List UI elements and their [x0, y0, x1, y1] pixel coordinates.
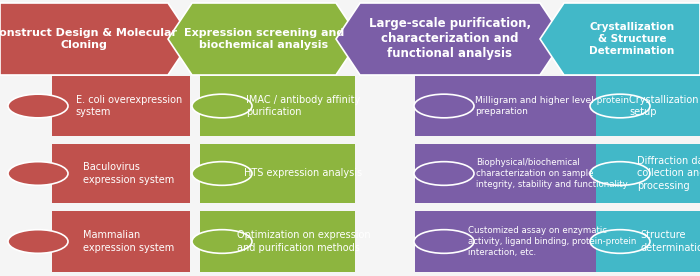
Text: Baculovirus
expression system: Baculovirus expression system — [83, 162, 174, 185]
FancyBboxPatch shape — [200, 76, 355, 136]
Text: Crystallization trial
setup: Crystallization trial setup — [629, 95, 700, 117]
Text: Diffraction data
collection and
processing: Diffraction data collection and processi… — [637, 156, 700, 191]
Ellipse shape — [8, 162, 68, 185]
PathPatch shape — [168, 3, 360, 75]
Text: Customized assay on enzymatic
activity, ligand binding, protein-protein
interact: Customized assay on enzymatic activity, … — [468, 226, 636, 257]
Ellipse shape — [192, 162, 252, 185]
Text: Expression screening and
biochemical analysis: Expression screening and biochemical ana… — [184, 28, 344, 50]
PathPatch shape — [336, 3, 564, 75]
FancyBboxPatch shape — [415, 76, 630, 136]
Text: Optimization on expression
and purification methods: Optimization on expression and purificat… — [237, 230, 370, 253]
Text: Large-scale purification,
characterization and
functional analysis: Large-scale purification, characterizati… — [369, 17, 531, 60]
FancyBboxPatch shape — [200, 211, 355, 272]
Text: Structure
determination: Structure determination — [640, 230, 700, 253]
FancyBboxPatch shape — [52, 144, 190, 203]
Text: Construct Design & Molecular
Cloning: Construct Design & Molecular Cloning — [0, 28, 177, 50]
FancyBboxPatch shape — [52, 211, 190, 272]
Ellipse shape — [8, 94, 68, 118]
Text: Biophysical/biochemical
characterization on sample
integrity, stability and func: Biophysical/biochemical characterization… — [476, 158, 628, 189]
FancyBboxPatch shape — [596, 76, 700, 136]
FancyBboxPatch shape — [596, 144, 700, 203]
Ellipse shape — [590, 230, 650, 253]
FancyBboxPatch shape — [415, 211, 630, 272]
Ellipse shape — [192, 230, 252, 253]
FancyBboxPatch shape — [415, 144, 630, 203]
FancyBboxPatch shape — [200, 144, 355, 203]
Ellipse shape — [414, 230, 474, 253]
PathPatch shape — [540, 3, 700, 75]
Ellipse shape — [414, 162, 474, 185]
Ellipse shape — [590, 162, 650, 185]
FancyBboxPatch shape — [596, 211, 700, 272]
PathPatch shape — [0, 3, 192, 75]
Ellipse shape — [8, 230, 68, 253]
Text: Crystallization
& Structure
Determination: Crystallization & Structure Determinatio… — [589, 22, 675, 55]
FancyBboxPatch shape — [52, 76, 190, 136]
Text: E. coli overexpression
system: E. coli overexpression system — [76, 95, 182, 117]
Ellipse shape — [192, 94, 252, 118]
Text: HTS expression analysis: HTS expression analysis — [244, 169, 363, 179]
Text: Mammalian
expression system: Mammalian expression system — [83, 230, 174, 253]
Ellipse shape — [414, 94, 474, 118]
Text: IMAC / antibody affinity
purification: IMAC / antibody affinity purification — [246, 95, 360, 117]
Text: Milligram and higher level protein
preparation: Milligram and higher level protein prepa… — [475, 96, 629, 116]
Ellipse shape — [590, 94, 650, 118]
